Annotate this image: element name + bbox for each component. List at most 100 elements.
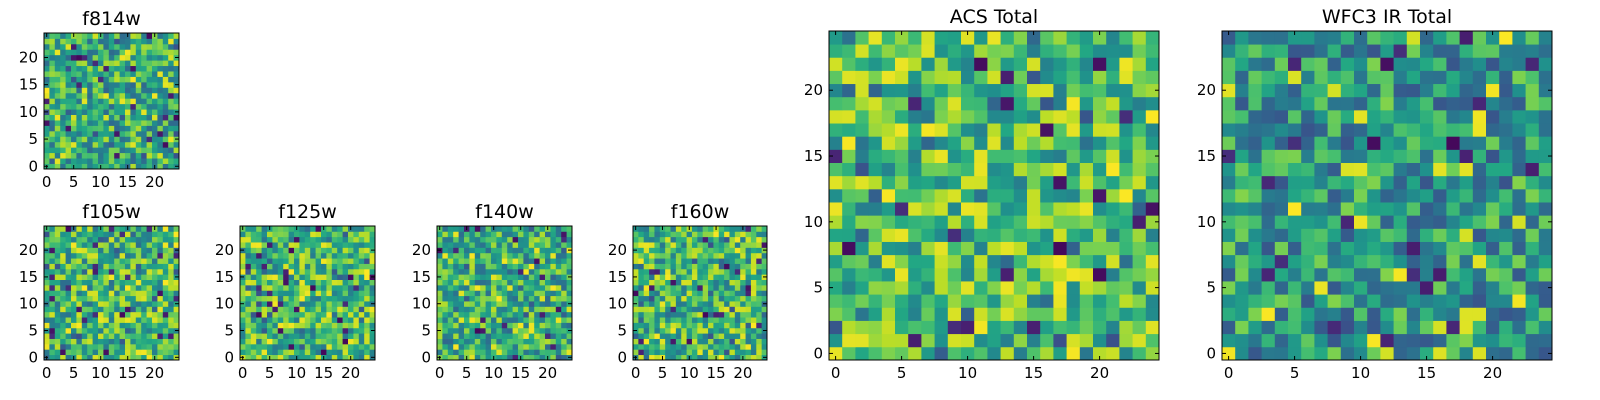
heatmap-cell bbox=[103, 284, 110, 291]
heatmap-cell bbox=[283, 317, 289, 323]
heatmap-cell bbox=[643, 333, 650, 339]
heatmap-cell bbox=[1327, 175, 1342, 190]
heatmap-cell bbox=[1145, 109, 1160, 124]
heatmap-cell bbox=[908, 57, 922, 71]
heatmap-cell bbox=[1106, 320, 1120, 335]
heatmap-cell bbox=[480, 301, 486, 307]
heatmap-cell bbox=[649, 226, 655, 232]
heatmap-cell bbox=[315, 295, 322, 302]
heatmap-cell bbox=[119, 306, 126, 313]
heatmap-cell bbox=[485, 284, 492, 291]
heatmap-cell bbox=[157, 147, 164, 154]
heatmap-cell bbox=[87, 349, 93, 356]
heatmap-cell bbox=[550, 231, 557, 238]
heatmap-cell bbox=[44, 147, 50, 154]
heatmap-cell bbox=[442, 279, 449, 286]
heatmap-cell bbox=[240, 268, 246, 275]
heatmap-cell bbox=[550, 247, 557, 254]
heatmap-cell bbox=[659, 252, 666, 259]
heatmap-cell bbox=[98, 103, 104, 110]
heatmap-cell bbox=[299, 322, 306, 329]
heatmap-cell bbox=[961, 149, 975, 163]
heatmap-cell bbox=[686, 290, 693, 297]
heatmap-cell bbox=[480, 284, 486, 291]
heatmap-cell bbox=[734, 327, 741, 334]
heatmap-cell bbox=[1027, 320, 1041, 335]
heatmap-cell bbox=[895, 162, 909, 177]
heatmap-cell bbox=[1053, 215, 1067, 229]
heatmap-cell bbox=[152, 252, 158, 259]
heatmap-cell bbox=[1499, 149, 1513, 163]
heatmap-cell bbox=[146, 81, 153, 88]
heatmap-cell bbox=[697, 258, 704, 264]
heatmap-cell bbox=[92, 130, 99, 137]
heatmap-cell bbox=[491, 247, 497, 254]
heatmap-cell bbox=[491, 290, 497, 297]
heatmap-cell bbox=[294, 279, 300, 286]
heatmap-cell bbox=[561, 301, 567, 307]
heatmap-cell bbox=[691, 338, 698, 345]
heatmap-cell bbox=[961, 294, 975, 308]
heatmap-cell bbox=[173, 60, 180, 67]
heatmap-cell bbox=[146, 284, 153, 291]
heatmap-cell bbox=[561, 306, 567, 313]
heatmap-cell bbox=[60, 301, 66, 307]
heatmap-cell bbox=[453, 279, 459, 286]
heatmap-cell bbox=[146, 231, 153, 238]
heatmap-cell bbox=[304, 242, 311, 248]
heatmap-cell bbox=[81, 333, 88, 339]
heatmap-cell bbox=[1327, 149, 1342, 163]
heatmap-cell bbox=[173, 338, 180, 345]
heatmap-cell bbox=[294, 242, 300, 248]
heatmap-cell bbox=[1340, 162, 1355, 177]
heatmap-cell bbox=[1066, 307, 1081, 321]
heatmap-cell bbox=[1119, 31, 1133, 45]
heatmap-cell bbox=[1459, 346, 1474, 361]
heatmap-cell bbox=[240, 290, 246, 297]
heatmap-cell bbox=[261, 284, 268, 291]
heatmap-cell bbox=[934, 346, 949, 361]
heatmap-cell bbox=[1145, 31, 1160, 45]
heatmap-cell bbox=[173, 120, 180, 126]
heatmap-cell bbox=[458, 284, 465, 291]
heatmap-cell bbox=[1433, 83, 1447, 98]
heatmap-cell bbox=[342, 354, 349, 361]
heatmap-cell bbox=[256, 258, 262, 264]
heatmap-cell bbox=[1106, 307, 1120, 321]
heatmap-cell bbox=[103, 92, 110, 99]
heatmap-cell bbox=[146, 87, 153, 94]
heatmap-cell bbox=[539, 322, 546, 329]
heatmap-cell bbox=[464, 338, 470, 345]
heatmap-cell bbox=[245, 295, 252, 302]
heatmap-cell bbox=[491, 322, 497, 329]
heatmap-cell bbox=[76, 263, 83, 270]
heatmap-cell bbox=[98, 49, 104, 56]
heatmap-cell bbox=[348, 327, 354, 334]
heatmap-cell bbox=[745, 231, 752, 238]
heatmap-cell bbox=[98, 333, 104, 339]
heatmap-cell bbox=[649, 242, 655, 248]
heatmap-cell bbox=[65, 327, 72, 334]
heatmap-cell bbox=[855, 83, 869, 98]
heatmap-cell bbox=[1119, 162, 1133, 177]
heatmap-cell bbox=[114, 76, 120, 83]
heatmap-cell bbox=[267, 306, 273, 313]
heatmap-cell bbox=[539, 263, 546, 270]
heatmap-cell bbox=[1446, 254, 1460, 269]
heatmap-cell bbox=[740, 274, 746, 280]
heatmap-cell bbox=[491, 258, 497, 264]
heatmap-cell bbox=[103, 54, 110, 61]
heatmap-cell bbox=[868, 44, 883, 58]
heatmap-cell bbox=[358, 242, 365, 248]
heatmap-cell bbox=[337, 354, 343, 361]
heatmap-cell bbox=[1027, 57, 1041, 71]
heatmap-cell bbox=[108, 274, 115, 280]
heatmap-cell bbox=[638, 279, 645, 286]
heatmap-cell bbox=[539, 327, 546, 334]
heatmap-cell bbox=[1000, 70, 1015, 85]
heatmap-cell bbox=[518, 343, 524, 350]
heatmap-cell bbox=[881, 241, 896, 256]
heatmap-cell bbox=[649, 306, 655, 313]
heatmap-cell bbox=[299, 306, 306, 313]
heatmap-cell bbox=[654, 231, 661, 238]
